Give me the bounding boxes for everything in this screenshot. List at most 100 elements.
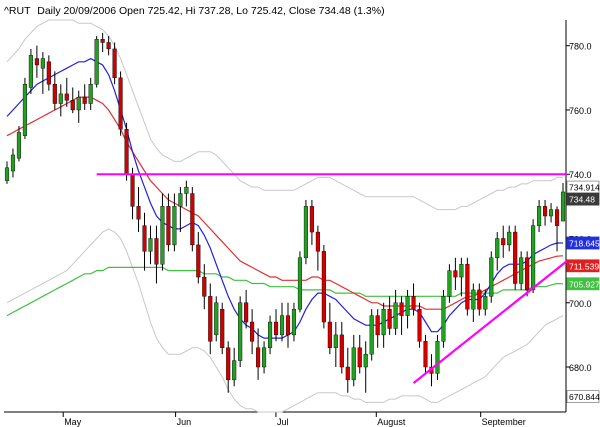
candle-body-down <box>309 206 314 233</box>
candle-body-down <box>244 302 249 323</box>
candle <box>333 322 338 368</box>
candle-body-up <box>483 296 488 310</box>
candle <box>399 296 404 335</box>
candle <box>190 187 195 252</box>
y-tick-label-680: 680.0 <box>569 363 592 373</box>
y-tick-label-760: 760.0 <box>569 106 592 116</box>
candle <box>88 77 93 110</box>
candle <box>519 251 524 290</box>
candle-body-down <box>52 84 57 104</box>
candles <box>4 32 566 393</box>
candle <box>118 71 123 136</box>
candle-body-up <box>363 353 368 368</box>
candle <box>411 283 416 316</box>
candle <box>507 225 512 252</box>
candle <box>453 257 458 290</box>
candle-body-down <box>220 308 225 348</box>
candle-body-down <box>34 58 39 66</box>
price-tag-label: 705.927 <box>569 279 600 289</box>
candle <box>124 122 129 181</box>
candle <box>435 334 440 380</box>
candle-body-down <box>327 321 332 348</box>
candle-body-up <box>262 347 267 368</box>
candle <box>106 36 111 56</box>
candle <box>196 232 201 284</box>
candle-body-up <box>393 302 398 329</box>
candle <box>441 289 446 348</box>
candle-body-up <box>531 225 536 291</box>
candle-body-down <box>250 321 255 342</box>
candle <box>363 341 368 393</box>
candle <box>387 296 392 335</box>
candle-body-up <box>447 270 452 297</box>
candle <box>548 203 554 223</box>
time-axis: May Jun Jul August September <box>4 411 566 427</box>
candle-body-down <box>417 308 422 342</box>
candle <box>267 315 273 355</box>
candle-body-up <box>381 308 386 336</box>
candle-body-up <box>489 257 494 297</box>
candle-body-down <box>554 209 560 226</box>
candle <box>501 225 506 258</box>
annotations <box>96 173 568 384</box>
candle-body-down <box>106 42 111 50</box>
candle-body-down <box>46 61 51 85</box>
candle <box>279 302 285 342</box>
candle <box>315 225 320 271</box>
candle-body-up <box>28 55 33 88</box>
price-tag-box <box>566 277 600 291</box>
candle <box>303 199 308 265</box>
candle-body-down <box>208 296 213 342</box>
candle-body-up <box>560 191 566 222</box>
x-tick-label-august: August <box>377 417 406 427</box>
candle <box>220 302 225 355</box>
candle <box>543 199 548 226</box>
candle <box>40 52 45 94</box>
candle <box>238 296 243 368</box>
candle-body-down <box>423 341 428 368</box>
candle <box>471 283 476 323</box>
candle-body-up <box>507 231 512 246</box>
candle-body-up <box>435 341 440 374</box>
candle-body-up <box>94 39 99 85</box>
candle-body-up <box>471 289 476 310</box>
candle-body-down <box>118 77 123 130</box>
x-tick-label-jul: Jul <box>277 417 289 427</box>
candle-body-up <box>160 206 165 265</box>
candle-body-down <box>130 174 135 207</box>
candle <box>16 126 22 162</box>
candle <box>250 309 255 355</box>
candle-body-up <box>405 296 410 316</box>
candle <box>70 87 75 114</box>
candle <box>345 347 350 393</box>
candle-body-up <box>548 209 554 217</box>
candle-body-up <box>184 186 189 194</box>
candle-body-up <box>4 167 10 181</box>
candle-body-down <box>321 251 326 323</box>
price-tag-label: 670.844 <box>569 392 600 402</box>
candle <box>262 341 267 374</box>
candle <box>513 225 518 290</box>
candle <box>357 334 362 374</box>
candle <box>208 283 213 355</box>
candle-body-up <box>267 321 273 348</box>
ma-fast-line <box>6 57 563 339</box>
candle-body-up <box>16 132 22 159</box>
candle <box>495 232 500 271</box>
moving-averages <box>6 57 564 339</box>
chart-header: ^RUT Daily 20/09/2006 Open 725.42, Hi 73… <box>4 5 385 17</box>
candle-body-down <box>501 238 506 246</box>
x-tick-label-may: May <box>64 417 82 427</box>
candle-body-down <box>525 257 530 291</box>
candle-body-up <box>495 238 500 258</box>
chart-symbol: ^RUT <box>4 5 31 17</box>
candle <box>172 193 177 252</box>
candle-body-up <box>88 84 93 104</box>
candle-body-down <box>82 96 87 104</box>
ma-mid-line <box>6 96 564 310</box>
candle-body-down <box>190 193 195 246</box>
price-tag: 705.927 <box>566 277 600 291</box>
candle <box>28 48 33 94</box>
